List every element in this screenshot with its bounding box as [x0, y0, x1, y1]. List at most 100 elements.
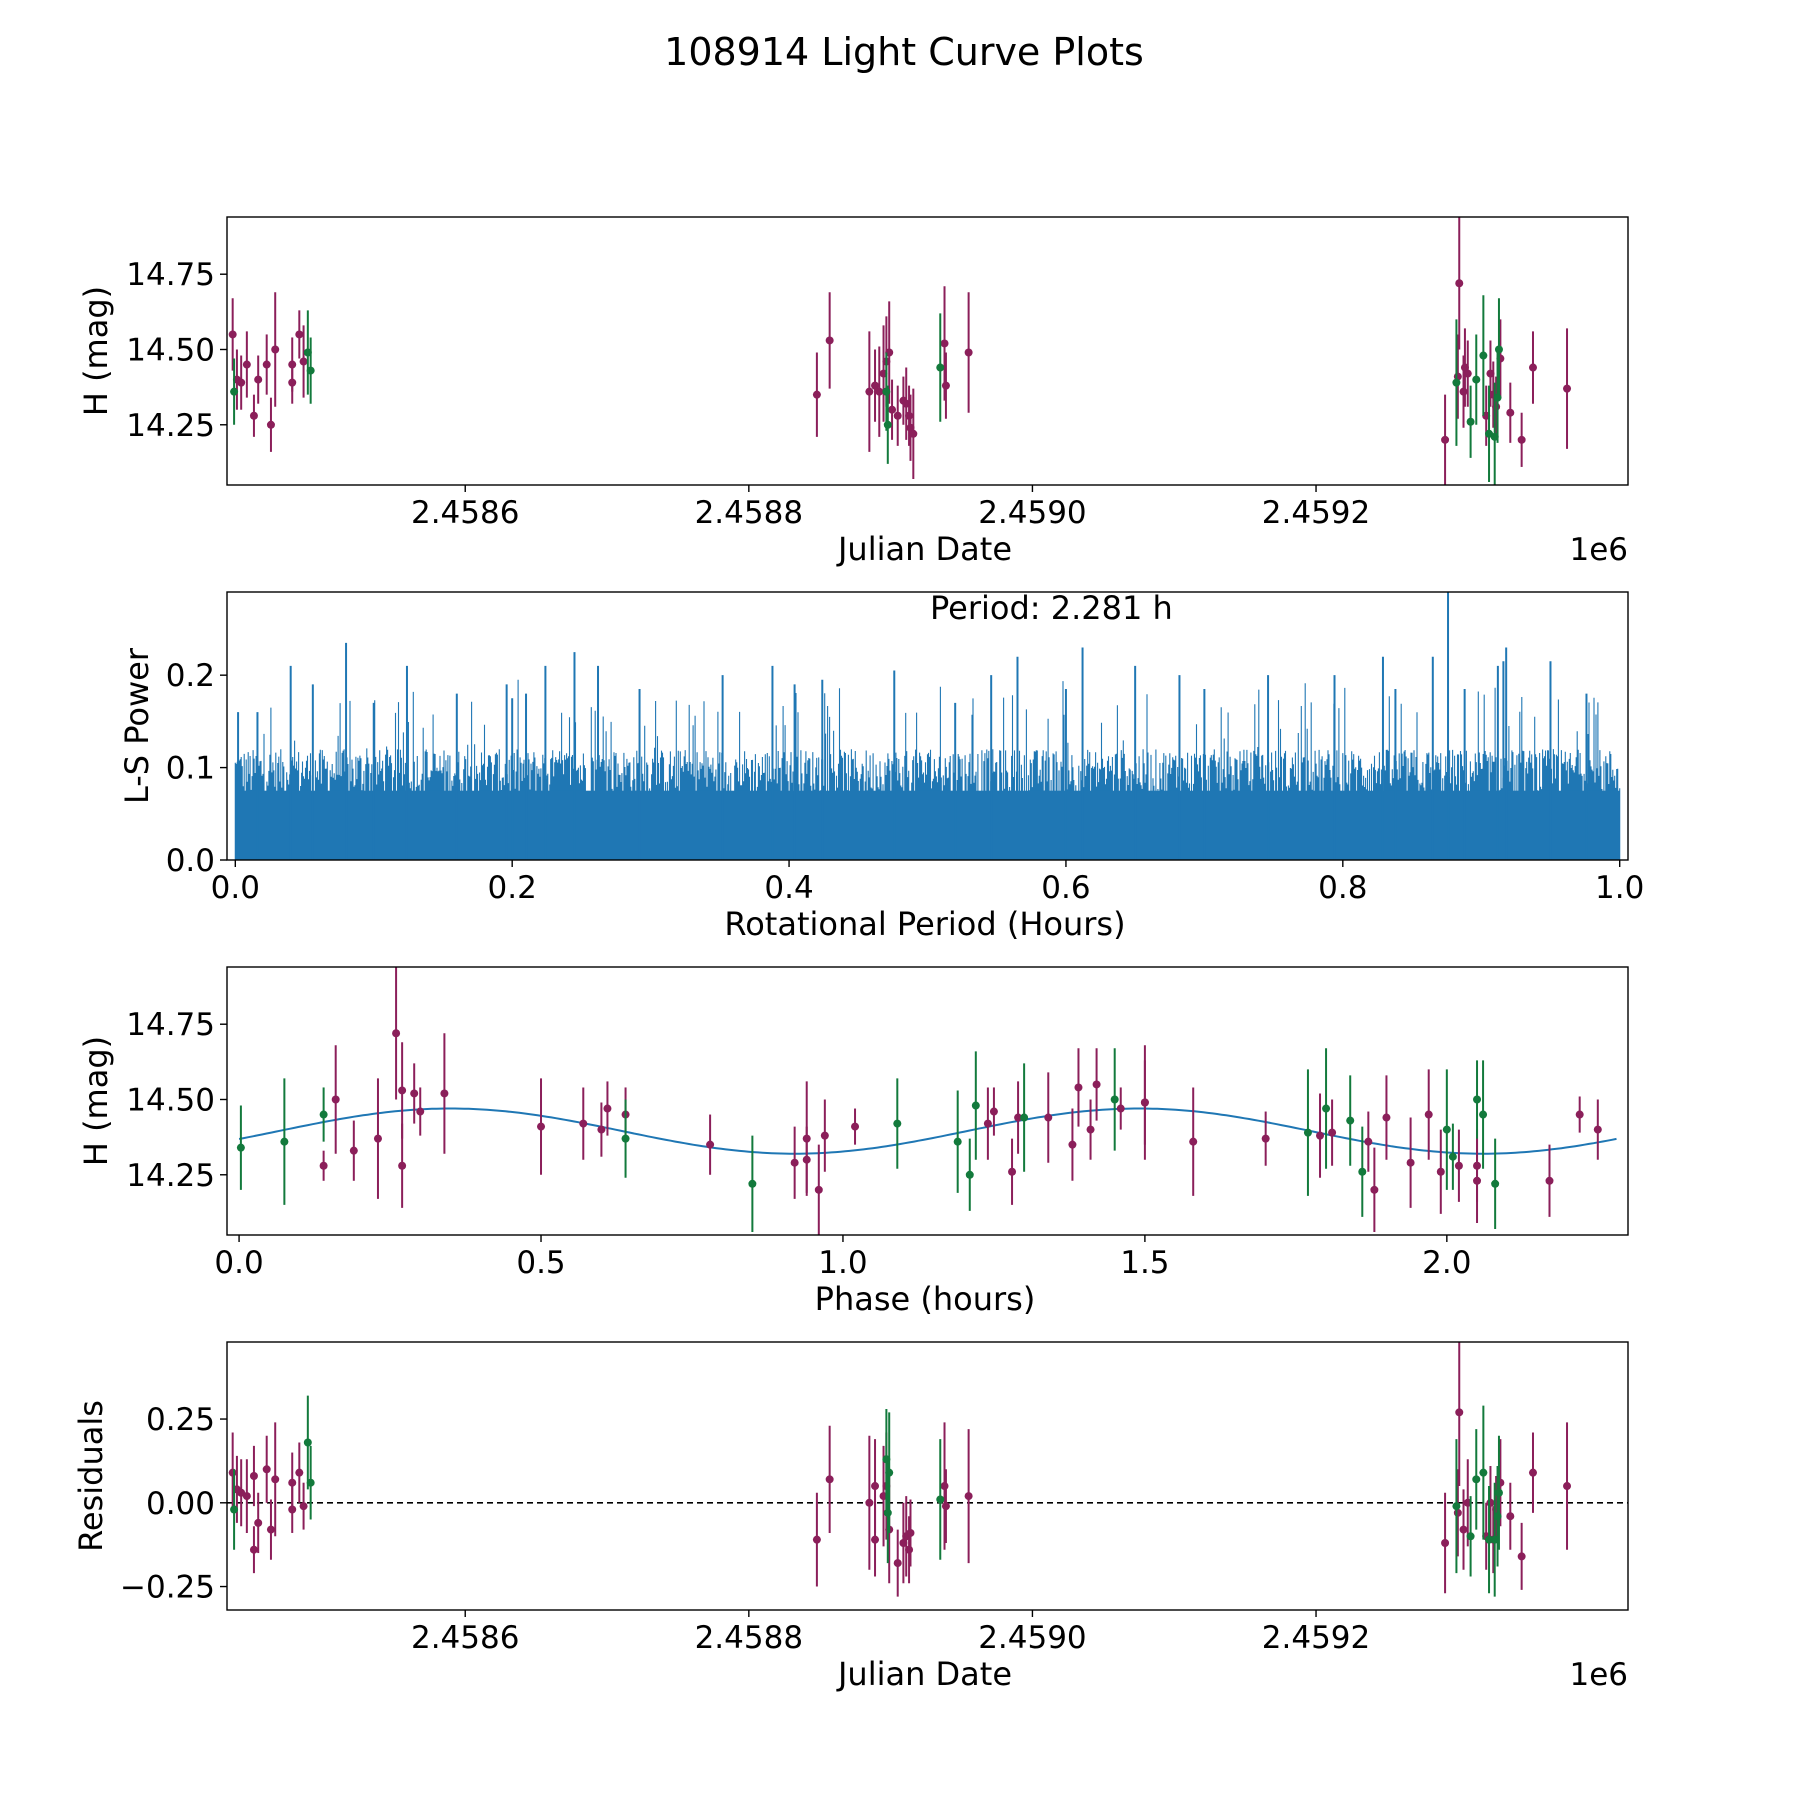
data-point — [888, 405, 897, 414]
x-tick-label: 2.4590 — [978, 495, 1086, 531]
data-point — [1074, 1083, 1083, 1092]
y-axis-label: L-S Power — [118, 647, 156, 804]
data-point — [941, 1502, 950, 1511]
period-annotation: Period: 2.281 h — [930, 589, 1173, 627]
data-point — [1473, 1161, 1482, 1170]
phased-panel: 0.0 0.5 1.0 1.5 2.0 14.25 14.50 14.75 Phase (hou… — [77, 966, 1629, 1318]
data-point — [416, 1107, 425, 1116]
data-point — [1014, 1113, 1023, 1122]
data-point — [331, 1095, 340, 1104]
data-point — [410, 1089, 419, 1098]
data-point — [825, 336, 834, 345]
data-point — [266, 420, 275, 429]
data-point — [373, 1134, 382, 1143]
data-point — [893, 411, 902, 420]
data-point — [295, 1468, 304, 1477]
y-tick-label: 14.25 — [126, 408, 215, 444]
data-point — [1485, 1535, 1494, 1544]
data-point — [288, 1505, 297, 1514]
x-axis-label: Phase (hours) — [815, 1280, 1036, 1318]
data-point — [1479, 351, 1488, 360]
data-point — [940, 1482, 949, 1491]
data-point — [242, 360, 251, 369]
x-axis-label: Rotational Period (Hours) — [724, 905, 1125, 943]
data-point — [820, 1131, 829, 1140]
data-point — [1473, 1095, 1482, 1104]
data-point — [1452, 378, 1461, 387]
data-point — [597, 1125, 606, 1134]
y-axis-label: H (mag) — [77, 1036, 115, 1166]
data-point — [1442, 1125, 1451, 1134]
data-point — [1459, 1525, 1468, 1534]
data-point — [936, 363, 945, 372]
data-point — [1424, 1110, 1433, 1119]
data-point — [1441, 1539, 1450, 1547]
data-point — [299, 357, 308, 366]
residuals-plot-area — [227, 1342, 1628, 1597]
data-point — [964, 348, 973, 357]
data-point — [1491, 1179, 1500, 1188]
data-point — [893, 1119, 902, 1128]
data-point — [349, 1146, 358, 1155]
data-point — [1436, 1167, 1445, 1176]
y-tick-label: 0.2 — [166, 658, 215, 694]
lightcurve-panel: 2.4586 2.4588 2.4590 2.4592 14.25 14.50 14.75 J… — [77, 216, 1629, 568]
x-tick-label: 2.4586 — [411, 1620, 519, 1656]
data-point — [1528, 363, 1537, 372]
x-tick-label: 0.2 — [488, 870, 537, 906]
data-point — [288, 378, 297, 387]
data-point — [1086, 1125, 1095, 1134]
data-point — [1466, 417, 1475, 426]
plot-panels: 2.4586 2.4588 2.4590 2.4592 14.25 14.50 14.75 J… — [72, 216, 1644, 1693]
x-offset-label: 1e6 — [1569, 532, 1628, 568]
data-point — [1506, 1512, 1515, 1521]
x-tick-label: 1.5 — [1120, 1245, 1169, 1281]
data-point — [1486, 1498, 1495, 1507]
data-point — [1092, 1080, 1101, 1089]
x-tick-label: 0.0 — [214, 1245, 263, 1281]
data-point — [825, 1475, 834, 1484]
periodogram-panel: 0.0 0.2 0.4 0.6 0.8 1.0 0.0 0.1 0.2 Rotational Pe… — [118, 591, 1644, 943]
data-point — [1303, 1128, 1312, 1137]
data-point — [871, 1482, 880, 1491]
data-point — [936, 1495, 945, 1504]
data-point — [398, 1086, 407, 1095]
data-point — [1479, 1110, 1488, 1119]
x-tick-label: 0.8 — [1318, 870, 1367, 906]
data-point — [398, 1161, 407, 1170]
data-point — [1459, 387, 1468, 396]
x-axis-label: Julian Date — [836, 1655, 1012, 1693]
lightcurve-plot-area — [228, 217, 1572, 485]
series-r — [228, 217, 1572, 485]
phased-plot-area — [236, 967, 1617, 1235]
data-point — [295, 330, 304, 339]
data-point — [1454, 1161, 1463, 1170]
data-point — [1466, 1532, 1475, 1541]
data-point — [905, 411, 914, 420]
data-point — [1563, 384, 1572, 393]
x-tick-label: 0.4 — [764, 870, 813, 906]
y-tick-label: 14.75 — [126, 1007, 215, 1043]
y-axis-label: H (mag) — [77, 286, 115, 416]
data-point — [1068, 1140, 1077, 1149]
y-tick-label: −0.25 — [120, 1570, 215, 1606]
data-point — [871, 1535, 880, 1544]
data-point — [1110, 1095, 1119, 1104]
data-point — [1455, 1408, 1464, 1417]
data-point — [237, 378, 246, 387]
data-point — [1593, 1125, 1602, 1134]
x-tick-label: 1.0 — [1595, 870, 1644, 906]
data-point — [883, 420, 892, 429]
periodogram-plot-area — [234, 592, 1621, 860]
data-point — [1406, 1158, 1415, 1167]
data-point — [883, 1508, 892, 1517]
series-g — [230, 295, 1503, 485]
data-point — [392, 1029, 401, 1038]
data-point — [254, 375, 263, 384]
data-point — [882, 387, 891, 396]
data-point — [1448, 1152, 1457, 1161]
data-point — [254, 1518, 263, 1527]
data-point — [249, 1472, 258, 1480]
x-tick-label: 2.4588 — [695, 1620, 803, 1656]
